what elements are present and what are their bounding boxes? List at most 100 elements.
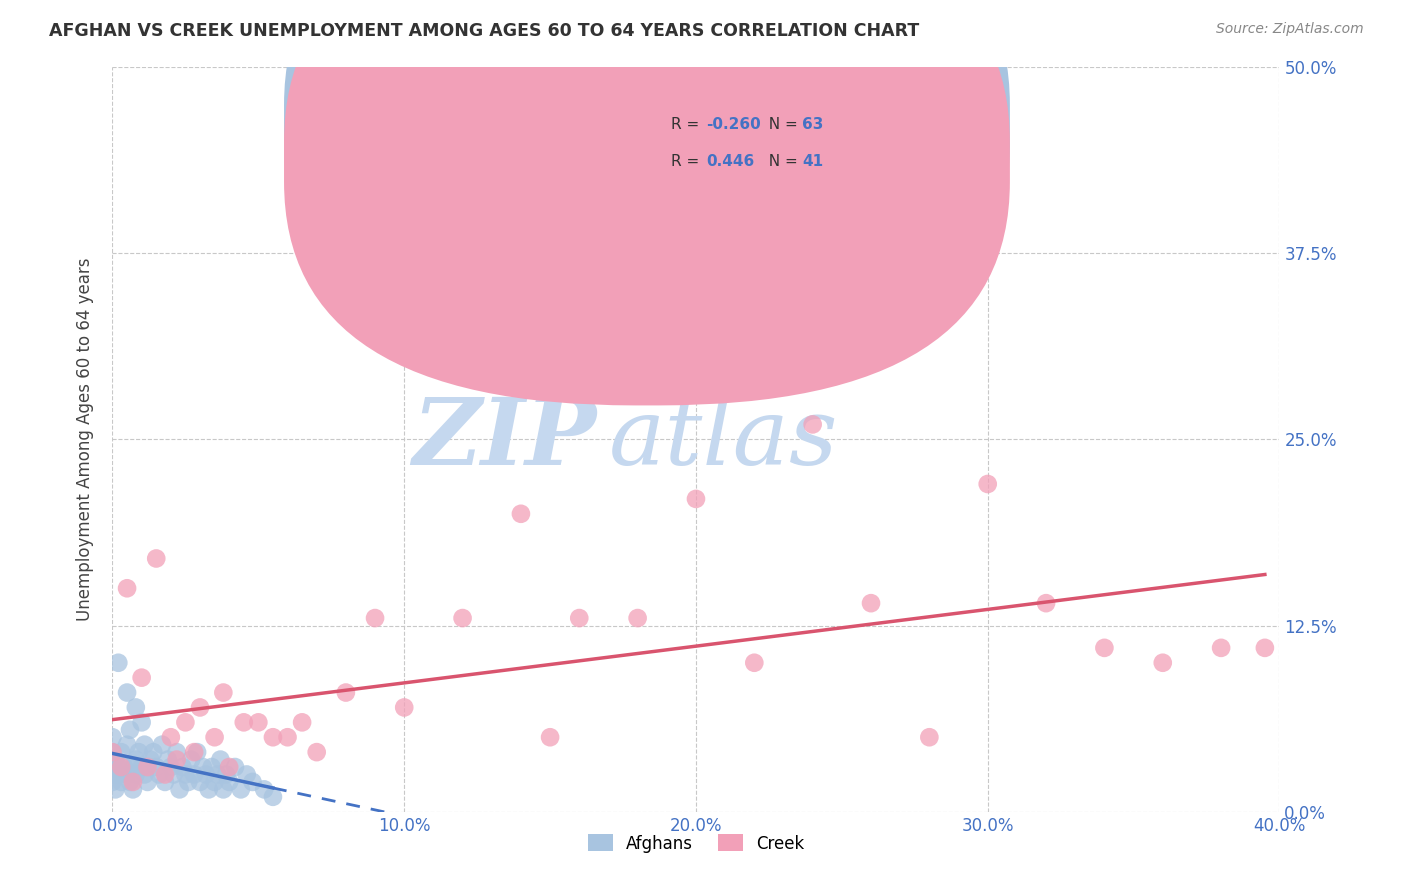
Text: R =: R = (672, 118, 704, 133)
Point (685, 491, 707, 506)
Point (128, 745, 150, 759)
Point (101, 745, 124, 759)
Point (394, 700, 416, 714)
Point (153, 767, 176, 781)
Point (218, 760, 240, 774)
Point (207, 767, 229, 781)
Point (115, 685, 138, 699)
Point (134, 767, 156, 781)
Point (174, 715, 197, 730)
Point (291, 715, 314, 730)
Text: AFGHAN VS CREEK UNEMPLOYMENT AMONG AGES 60 TO 64 YEARS CORRELATION CHART: AFGHAN VS CREEK UNEMPLOYMENT AMONG AGES … (49, 22, 920, 40)
Text: N =: N = (759, 154, 803, 169)
Point (160, 760, 183, 774)
Point (118, 723, 141, 737)
Point (122, 782, 145, 797)
Point (204, 730, 226, 744)
Point (163, 767, 186, 781)
Point (166, 745, 188, 759)
Point (110, 760, 132, 774)
Legend: Afghans, Creek: Afghans, Creek (581, 828, 811, 859)
Point (247, 715, 270, 730)
Point (131, 760, 153, 774)
Point (115, 738, 138, 752)
Point (107, 767, 129, 781)
Point (262, 789, 284, 804)
Point (131, 671, 153, 685)
Point (1094, 640, 1116, 655)
FancyBboxPatch shape (284, 0, 1010, 406)
Text: 0.446: 0.446 (706, 154, 755, 169)
Point (262, 730, 284, 744)
Point (188, 700, 211, 714)
Point (976, 477, 998, 491)
Point (242, 775, 264, 789)
Point (204, 775, 226, 789)
Text: atlas: atlas (609, 394, 838, 484)
Point (145, 551, 167, 566)
Point (169, 782, 191, 797)
Point (191, 760, 214, 774)
Point (110, 775, 132, 789)
Point (232, 715, 254, 730)
Point (229, 782, 252, 797)
Point (172, 760, 194, 774)
Point (183, 745, 205, 759)
Point (142, 745, 165, 759)
Point (107, 760, 129, 774)
Point (134, 738, 156, 752)
Point (509, 507, 531, 521)
Point (742, 656, 765, 670)
Point (150, 738, 173, 752)
Point (131, 715, 153, 730)
Text: R =: R = (672, 154, 710, 169)
Point (136, 775, 159, 789)
Point (183, 767, 205, 781)
Point (122, 760, 145, 774)
Point (115, 582, 138, 596)
Point (186, 745, 208, 759)
Point (136, 760, 159, 774)
Point (101, 730, 124, 744)
FancyBboxPatch shape (284, 0, 1010, 369)
Point (145, 760, 167, 774)
Point (194, 767, 217, 781)
Point (627, 611, 650, 625)
Point (125, 767, 148, 781)
Point (118, 775, 141, 789)
Text: N =: N = (759, 118, 803, 133)
Point (568, 611, 591, 625)
Point (1209, 640, 1232, 655)
Point (174, 767, 197, 781)
Point (801, 417, 824, 432)
Point (451, 611, 474, 625)
FancyBboxPatch shape (609, 93, 918, 194)
Point (918, 730, 941, 744)
Point (215, 767, 238, 781)
Point (177, 775, 200, 789)
Point (276, 730, 298, 744)
Y-axis label: Unemployment Among Ages 60 to 64 years: Unemployment Among Ages 60 to 64 years (76, 258, 94, 621)
Point (122, 775, 145, 789)
Point (101, 775, 124, 789)
Text: 63: 63 (803, 118, 824, 133)
Text: ZIP: ZIP (412, 394, 596, 484)
Point (218, 775, 240, 789)
Text: 41: 41 (803, 154, 824, 169)
Point (101, 745, 124, 759)
Point (104, 753, 127, 767)
Point (104, 782, 127, 797)
Point (212, 782, 235, 797)
Point (305, 745, 328, 759)
Point (112, 760, 135, 774)
Point (107, 656, 129, 670)
Point (201, 760, 224, 774)
Point (235, 767, 257, 781)
Point (188, 775, 211, 789)
Point (209, 753, 232, 767)
Point (1152, 656, 1174, 670)
Point (125, 700, 148, 714)
Point (212, 685, 235, 699)
Point (148, 767, 170, 781)
Point (110, 745, 132, 759)
